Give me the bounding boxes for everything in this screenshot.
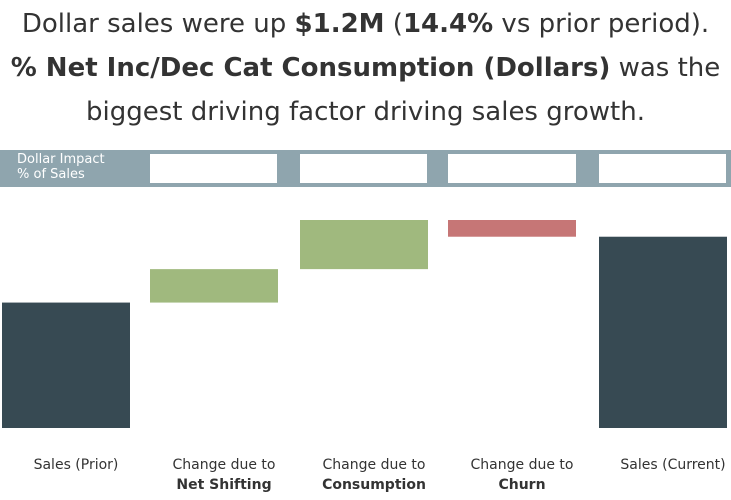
waterfall-bar-5 [599, 236, 727, 428]
headline-line-1: Dollar sales were up $1.2M (14.4% vs pri… [0, 2, 731, 46]
headline-text: ( [384, 9, 403, 39]
x-tick-label-line-2: Net Shifting [176, 477, 272, 493]
headline-line-2: % Net Inc/Dec Cat Consumption (Dollars) … [0, 46, 731, 90]
headline-percent: 14.4% [402, 9, 494, 39]
impact-header-label: Dollar Impact % of Sales [17, 152, 105, 182]
x-tick-label: Change due to Consumption [300, 455, 448, 495]
waterfall-bar-2 [150, 269, 278, 303]
x-tick-label: Change due to Churn [448, 455, 596, 495]
headline: Dollar sales were up $1.2M (14.4% vs pri… [0, 2, 731, 134]
x-tick-label: Sales (Current) [599, 455, 731, 475]
impact-value-box [448, 154, 576, 183]
x-tick-label: Change due to Net Shifting [150, 455, 298, 495]
x-tick-label-line-2: Consumption [322, 477, 426, 493]
waterfall-bar-4 [448, 220, 576, 237]
x-tick-label-line-1: Change due to [322, 457, 426, 473]
headline-driver: % Net Inc/Dec Cat Consumption (Dollars) [10, 53, 611, 83]
waterfall-bar-3 [300, 220, 428, 270]
headline-text: Dollar sales were up [21, 9, 295, 39]
impact-value-box [150, 154, 277, 183]
headline-text: vs prior period). [493, 9, 710, 39]
headline-line-3: biggest driving factor driving sales gro… [86, 97, 645, 127]
x-tick-label-line-1: Change due to [172, 457, 276, 473]
x-tick-label-line-1: Change due to [470, 457, 574, 473]
headline-text: was the [610, 53, 721, 83]
x-tick-label-line-1: Sales (Current) [620, 457, 726, 473]
x-tick-label: Sales (Prior) [2, 455, 150, 475]
headline-amount: $1.2M [294, 9, 385, 39]
impact-header-line-2: % of Sales [17, 167, 85, 182]
x-tick-label-line-1: Sales (Prior) [33, 457, 119, 473]
x-tick-label-line-2: Churn [498, 477, 546, 493]
impact-header-line-1: Dollar Impact [17, 152, 105, 167]
impact-value-box [599, 154, 726, 183]
impact-value-box [300, 154, 427, 183]
waterfall-bar-1 [2, 302, 130, 428]
